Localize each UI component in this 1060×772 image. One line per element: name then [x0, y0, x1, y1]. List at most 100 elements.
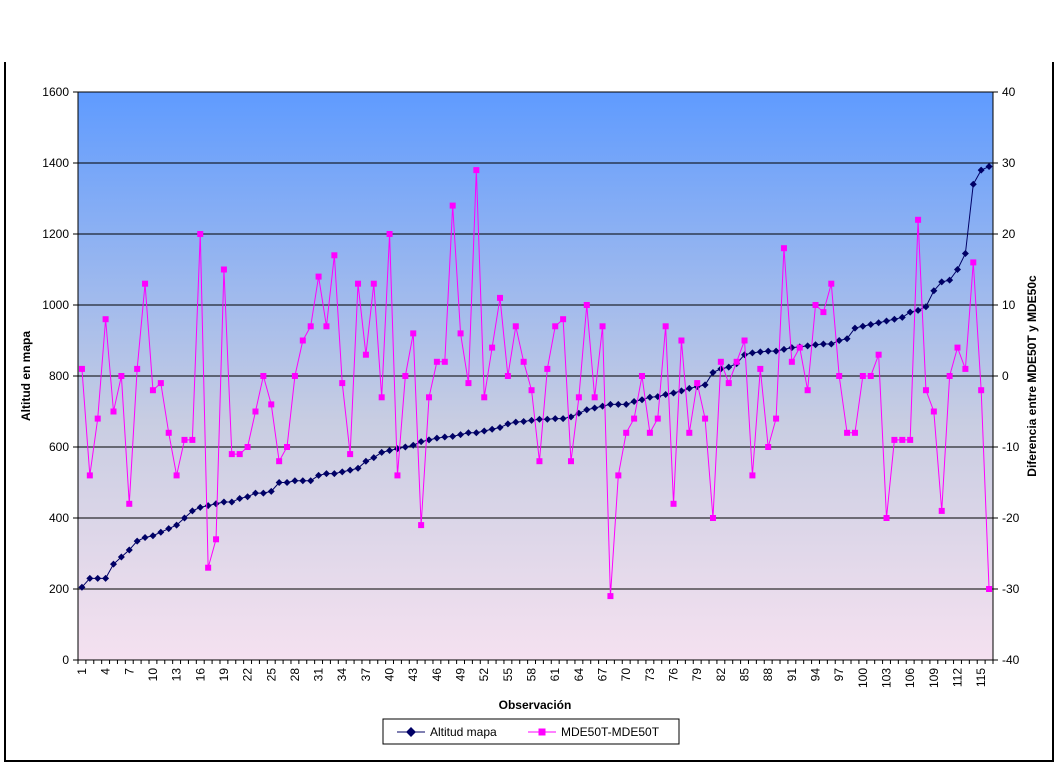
point-altitud	[433, 434, 441, 442]
point-mde	[497, 294, 504, 301]
point-mde	[252, 408, 259, 415]
point-altitud	[985, 163, 993, 171]
point-altitud	[370, 454, 378, 462]
x-tick-label: 25	[264, 668, 278, 682]
y2-tick-label: -10	[1002, 440, 1020, 454]
x-tick-label: 7	[122, 668, 136, 675]
point-mde	[291, 373, 298, 379]
point-altitud	[741, 351, 749, 359]
point-altitud	[954, 266, 962, 273]
point-mde	[922, 387, 929, 394]
point-altitud	[709, 368, 717, 376]
point-altitud	[614, 400, 622, 408]
x-tick-label: 100	[856, 668, 870, 688]
point-mde	[623, 429, 630, 436]
point-mde	[670, 500, 677, 507]
point-altitud	[551, 415, 559, 423]
point-mde	[426, 394, 433, 401]
x-tick-label: 109	[927, 668, 941, 688]
point-mde	[355, 280, 362, 287]
point-altitud	[890, 315, 898, 323]
y-tick-label: 1000	[42, 298, 69, 312]
point-mde	[717, 358, 724, 365]
point-mde	[607, 593, 614, 600]
point-mde	[757, 365, 764, 372]
point-mde	[489, 344, 496, 351]
point-mde	[118, 373, 125, 379]
left-axis-ticks: 0 200 400 600 800 1000 1200 1400 1600	[42, 85, 78, 667]
x-tick-label: 55	[501, 668, 515, 682]
point-mde	[844, 429, 851, 436]
point-altitud	[220, 498, 228, 506]
point-mde	[788, 358, 795, 365]
point-altitud	[354, 464, 362, 472]
x-tick-label: 70	[619, 668, 633, 682]
point-altitud	[543, 415, 551, 423]
point-mde	[702, 415, 709, 422]
frame-left-border	[4, 62, 6, 762]
y-tick-label: 200	[49, 582, 69, 596]
point-altitud	[630, 398, 638, 406]
y2-tick-label: 10	[1002, 298, 1016, 312]
point-altitud	[883, 317, 891, 325]
point-altitud	[535, 415, 543, 423]
point-altitud	[646, 393, 654, 401]
point-altitud	[756, 348, 764, 356]
point-altitud	[236, 494, 244, 502]
point-altitud	[457, 431, 465, 439]
point-altitud	[291, 477, 299, 485]
point-mde	[284, 444, 291, 450]
x-tick-label: 40	[383, 668, 397, 682]
point-altitud	[946, 276, 954, 284]
point-mde	[457, 330, 464, 337]
point-mde	[94, 415, 101, 422]
point-mde	[654, 415, 661, 422]
point-altitud	[212, 500, 220, 508]
point-mde	[875, 351, 882, 358]
y2-tick-label: 20	[1002, 227, 1016, 241]
gridlines	[78, 91, 993, 590]
point-mde	[504, 373, 511, 379]
point-mde	[418, 522, 425, 529]
point-mde	[323, 323, 330, 330]
point-altitud	[559, 415, 567, 423]
point-altitud	[670, 389, 678, 397]
point-altitud	[504, 420, 512, 428]
point-mde	[157, 380, 164, 387]
point-mde	[938, 507, 945, 514]
frame-right-border	[1052, 62, 1054, 762]
point-altitud	[599, 402, 607, 410]
point-altitud	[315, 471, 323, 479]
x-tick-label: 28	[288, 668, 302, 682]
point-mde	[86, 472, 93, 479]
point-mde	[552, 323, 559, 330]
x-tick-label: 1	[75, 668, 89, 675]
point-mde	[591, 394, 598, 401]
x-tick-label: 67	[596, 668, 610, 682]
point-mde	[812, 302, 819, 308]
point-altitud	[622, 400, 630, 408]
point-altitud	[196, 503, 204, 511]
point-altitud	[567, 413, 575, 421]
point-mde	[796, 344, 803, 351]
point-altitud	[283, 479, 291, 486]
point-altitud	[961, 250, 969, 258]
point-altitud	[930, 287, 938, 295]
point-altitud	[922, 303, 930, 311]
point-altitud	[780, 345, 788, 353]
point-altitud	[725, 363, 733, 371]
point-altitud	[867, 321, 875, 329]
point-altitud	[772, 347, 780, 355]
point-altitud	[251, 489, 259, 497]
y-tick-label: 0	[62, 653, 69, 667]
x-tick-label: 85	[738, 668, 752, 682]
y2-tick-label: -30	[1002, 582, 1020, 596]
point-altitud	[173, 521, 181, 529]
point-altitud	[409, 441, 417, 449]
x-tick-label: 13	[170, 668, 184, 682]
point-mde	[544, 365, 551, 372]
point-altitud	[362, 457, 370, 465]
point-mde	[567, 458, 574, 465]
x-tick-label: 37	[359, 668, 373, 682]
